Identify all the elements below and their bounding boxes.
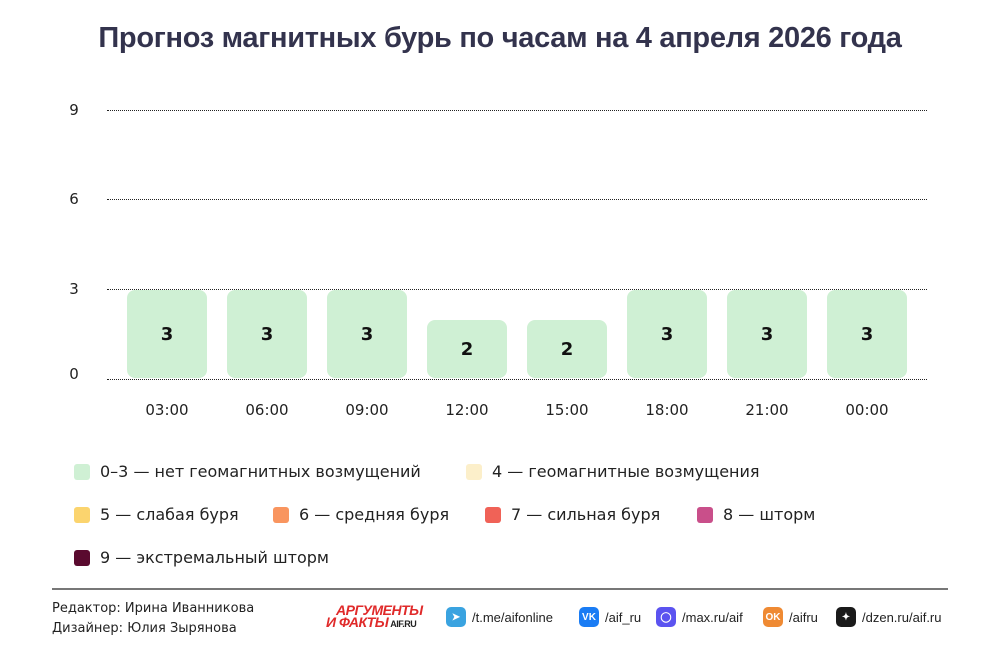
aif-logo[interactable]: АРГУМЕНТЫ И ФАКТЫ AIF.RU <box>326 602 423 630</box>
legend-item: 8 — шторм <box>697 505 815 524</box>
legend-swatch <box>466 463 482 480</box>
bar: 3 <box>627 290 707 378</box>
legend-label: 4 — геомагнитные возмущения <box>492 462 760 481</box>
social-link-label: /aifru <box>789 609 818 625</box>
legend-swatch <box>697 506 713 523</box>
bar: 3 <box>327 290 407 378</box>
y-tick: 9 <box>69 101 79 119</box>
social-link[interactable]: OK/aifru <box>763 607 818 627</box>
legend-swatch <box>485 506 501 523</box>
x-tick: 03:00 <box>145 401 189 419</box>
legend-label: 0–3 — нет геомагнитных возмущений <box>100 462 421 481</box>
x-tick: 21:00 <box>745 401 789 419</box>
social-link-label: /t.me/aifonline <box>472 609 553 625</box>
bar-value-label: 3 <box>260 323 274 345</box>
social-link[interactable]: VK/aif_ru <box>579 607 641 627</box>
y-tick: 0 <box>69 365 79 383</box>
x-tick: 06:00 <box>245 401 289 419</box>
footer-divider <box>52 588 948 590</box>
legend-item: 6 — средняя буря <box>273 505 449 524</box>
social-link[interactable]: ◯ /max.ru/aif <box>656 607 743 627</box>
x-tick: 00:00 <box>845 401 889 419</box>
legend-label: 6 — средняя буря <box>299 505 450 524</box>
legend-label: 5 — слабая буря <box>100 505 239 524</box>
gridline <box>107 379 927 380</box>
y-tick: 3 <box>69 280 79 298</box>
legend-swatch <box>74 463 90 480</box>
bar: 3 <box>227 290 307 378</box>
dzen-icon: ✦ <box>836 607 856 627</box>
bar-value-label: 3 <box>760 323 774 345</box>
legend-swatch <box>74 506 90 523</box>
legend-item: 0–3 — нет геомагнитных возмущений <box>74 462 421 481</box>
legend-item: 5 — слабая буря <box>74 505 239 524</box>
telegram-icon: ➤ <box>446 607 466 627</box>
social-link-label: /max.ru/aif <box>682 609 743 625</box>
legend-label: 7 — сильная буря <box>511 505 661 524</box>
y-tick: 6 <box>69 190 79 208</box>
max-icon: ◯ <box>656 607 676 627</box>
x-tick: 15:00 <box>545 401 589 419</box>
bar: 2 <box>527 320 607 378</box>
bar: 3 <box>127 290 207 378</box>
x-tick: 18:00 <box>645 401 689 419</box>
x-tick: 12:00 <box>445 401 489 419</box>
social-link[interactable]: ➤ /t.me/aifonline <box>446 607 553 627</box>
bar-value-label: 3 <box>360 323 374 345</box>
bar: 3 <box>827 290 907 378</box>
bar: 3 <box>727 290 807 378</box>
gridline <box>107 110 927 111</box>
bar-value-label: 3 <box>860 323 874 345</box>
social-link[interactable]: ✦ /dzen.ru/aif.ru <box>836 607 942 627</box>
chart-title: Прогноз магнитных бурь по часам на 4 апр… <box>98 22 902 54</box>
credits: Редактор: Ирина Иванникова Дизайнер: Юли… <box>52 599 254 639</box>
gridline <box>107 289 927 290</box>
bar: 2 <box>427 320 507 378</box>
bar-value-label: 3 <box>660 323 674 345</box>
bar-value-label: 3 <box>160 323 174 345</box>
legend-swatch <box>74 549 90 566</box>
legend-item: 7 — сильная буря <box>485 505 660 524</box>
bar-value-label: 2 <box>560 338 574 360</box>
legend-item: 4 — геомагнитные возмущения <box>466 462 760 481</box>
x-tick: 09:00 <box>345 401 389 419</box>
designer-credit: Дизайнер: Юлия Зырянова <box>52 621 237 636</box>
vk-icon: VK <box>579 607 599 627</box>
legend-swatch <box>273 506 289 523</box>
gridline <box>107 199 927 200</box>
social-link-label: /dzen.ru/aif.ru <box>862 609 942 625</box>
bar-value-label: 2 <box>460 338 474 360</box>
legend-label: 8 — шторм <box>723 505 816 524</box>
bar-chart: 9 6 3 0 3 3 3 2 2 3 3 3 03:00 06:00 09:00 12:00 15:… <box>69 101 927 419</box>
social-link-label: /aif_ru <box>605 609 642 625</box>
legend-label: 9 — экстремальный шторм <box>100 548 329 567</box>
legend-item: 9 — экстремальный шторм <box>74 548 329 567</box>
editor-credit: Редактор: Ирина Иванникова <box>52 601 255 616</box>
odnoklassniki-icon: OK <box>763 607 783 627</box>
